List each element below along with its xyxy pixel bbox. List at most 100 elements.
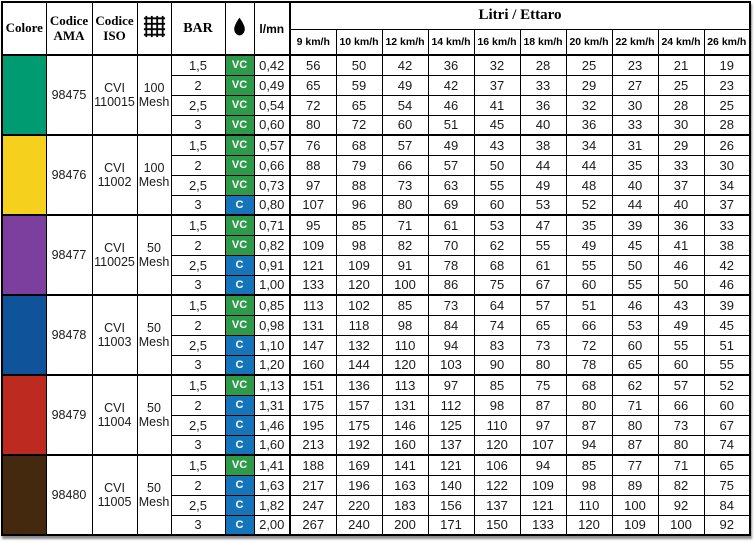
litri-ettaro-value: 65 xyxy=(289,74,337,96)
column-header-mesh xyxy=(136,1,172,56)
flow-value: 1,82 xyxy=(253,494,291,516)
litri-ettaro-value: 80 xyxy=(657,434,705,456)
table-row: 2,5 VC 0,73 97 88 73 63 55 49 48 40 37 34 xyxy=(2,174,751,196)
speed-header-4: 14 km/h xyxy=(427,28,475,56)
litri-ettaro-value: 97 xyxy=(519,414,567,436)
column-header-codice-ama: Codice AMA xyxy=(45,1,93,56)
litri-ettaro-value: 34 xyxy=(565,134,613,156)
codice-ama-value: 98478 xyxy=(45,294,93,376)
litri-ettaro-value: 52 xyxy=(703,374,751,396)
mesh-value: 50 Mesh xyxy=(136,214,172,296)
litri-ettaro-value: 147 xyxy=(289,334,337,356)
litri-ettaro-value: 83 xyxy=(473,334,521,356)
droplet-icon xyxy=(231,16,248,37)
table-row: 98478 CVI 11003 50 Mesh 1,5 VC 0,85 113 102 85 73… xyxy=(1,294,751,376)
flow-value: 1,41 xyxy=(253,454,291,476)
litri-ettaro-value: 36 xyxy=(565,114,613,136)
litri-ettaro-value: 37 xyxy=(473,74,521,96)
litri-ettaro-value: 137 xyxy=(427,434,475,456)
litri-ettaro-value: 109 xyxy=(611,514,659,536)
litri-ettaro-value: 88 xyxy=(289,154,337,176)
bar-value: 3 xyxy=(170,354,226,376)
litri-ettaro-value: 67 xyxy=(703,414,751,436)
litri-ettaro-value: 68 xyxy=(335,134,383,156)
litri-ettaro-value: 59 xyxy=(335,74,383,96)
codice-ama-value: 98480 xyxy=(45,454,93,536)
litri-ettaro-value: 82 xyxy=(381,234,429,256)
litri-ettaro-value: 49 xyxy=(565,234,613,256)
litri-ettaro-value: 42 xyxy=(427,74,475,96)
litri-ettaro-value: 70 xyxy=(427,234,475,256)
table-row: 98475 CVI 110015 100 Mesh 1,5 VC 0,42 56 50 42 36… xyxy=(1,54,751,136)
bar-value: 2 xyxy=(170,74,226,96)
litri-ettaro-value: 90 xyxy=(473,354,521,376)
litri-ettaro-value: 120 xyxy=(565,514,613,536)
table-row: 98476 CVI 11002 100 Mesh 1,5 VC 0,57 76 68 57 49 4… xyxy=(1,134,751,216)
litri-ettaro-value: 60 xyxy=(657,354,705,376)
flow-value: 0,54 xyxy=(253,94,291,116)
speed-header-5: 16 km/h xyxy=(473,28,521,56)
litri-ettaro-value: 163 xyxy=(381,474,429,496)
litri-ettaro-value: 120 xyxy=(335,274,383,296)
litri-ettaro-value: 68 xyxy=(473,254,521,276)
litri-ettaro-value: 76 xyxy=(289,134,337,156)
bar-value: 1,5 xyxy=(170,214,226,236)
table-row: 3 C 0,80 107 96 80 69 60 53 52 44 40 37 xyxy=(2,194,751,216)
litri-ettaro-value: 57 xyxy=(519,294,567,316)
grade-badge: VC xyxy=(224,174,255,196)
litri-ettaro-value: 192 xyxy=(335,434,383,456)
bar-value: 2 xyxy=(170,314,226,336)
codice-iso-value: CVI 11003 xyxy=(91,294,138,376)
litri-ettaro-value: 74 xyxy=(473,314,521,336)
litri-ettaro-value: 49 xyxy=(427,134,475,156)
litri-ettaro-value: 137 xyxy=(473,494,521,516)
grade-badge: C xyxy=(224,414,255,436)
flow-value: 0,98 xyxy=(253,314,291,336)
codice-ama-value: 98475 xyxy=(45,54,93,136)
litri-ettaro-value: 240 xyxy=(335,514,383,536)
bar-value: 1,5 xyxy=(170,374,226,396)
litri-ettaro-value: 109 xyxy=(289,234,337,256)
litri-ettaro-value: 109 xyxy=(335,254,383,276)
litri-ettaro-value: 42 xyxy=(703,254,751,276)
litri-ettaro-value: 157 xyxy=(335,394,383,416)
litri-ettaro-value: 32 xyxy=(473,54,521,76)
column-header-codice-iso: Codice ISO xyxy=(91,1,138,56)
litri-ettaro-value: 140 xyxy=(427,474,475,496)
litri-ettaro-value: 37 xyxy=(703,194,751,216)
bar-value: 2 xyxy=(170,474,226,496)
table-row: 3 C 1,60 213 192 160 137 120 107 94 87 80 74 xyxy=(2,434,751,456)
grade-badge: C xyxy=(224,474,255,496)
litri-ettaro-value: 131 xyxy=(381,394,429,416)
litri-ettaro-value: 72 xyxy=(289,94,337,116)
litri-ettaro-value: 52 xyxy=(565,194,613,216)
column-header-droplet xyxy=(224,1,255,56)
litri-ettaro-value: 49 xyxy=(381,74,429,96)
litri-ettaro-value: 120 xyxy=(381,354,429,376)
litri-ettaro-value: 77 xyxy=(611,454,659,476)
mesh-value: 100 Mesh xyxy=(136,54,172,136)
litri-ettaro-value: 80 xyxy=(611,414,659,436)
litri-ettaro-value: 33 xyxy=(703,214,751,236)
flow-value: 0,80 xyxy=(253,194,291,216)
flow-value: 0,57 xyxy=(253,134,291,156)
codice-ama-value: 98479 xyxy=(45,374,93,456)
litri-ettaro-value: 103 xyxy=(427,354,475,376)
litri-ettaro-value: 73 xyxy=(427,294,475,316)
litri-ettaro-value: 146 xyxy=(381,414,429,436)
litri-ettaro-value: 110 xyxy=(473,414,521,436)
litri-ettaro-value: 23 xyxy=(611,54,659,76)
grade-badge: C xyxy=(224,194,255,216)
litri-ettaro-value: 84 xyxy=(703,494,751,516)
litri-ettaro-value: 88 xyxy=(335,174,383,196)
codice-iso-value: CVI 11002 xyxy=(91,134,138,216)
litri-ettaro-value: 60 xyxy=(381,114,429,136)
bar-value: 2,5 xyxy=(170,174,226,196)
flow-value: 1,00 xyxy=(253,274,291,296)
litri-ettaro-value: 96 xyxy=(335,194,383,216)
litri-ettaro-value: 61 xyxy=(427,214,475,236)
color-swatch-purple xyxy=(1,214,47,296)
litri-ettaro-value: 37 xyxy=(657,174,705,196)
